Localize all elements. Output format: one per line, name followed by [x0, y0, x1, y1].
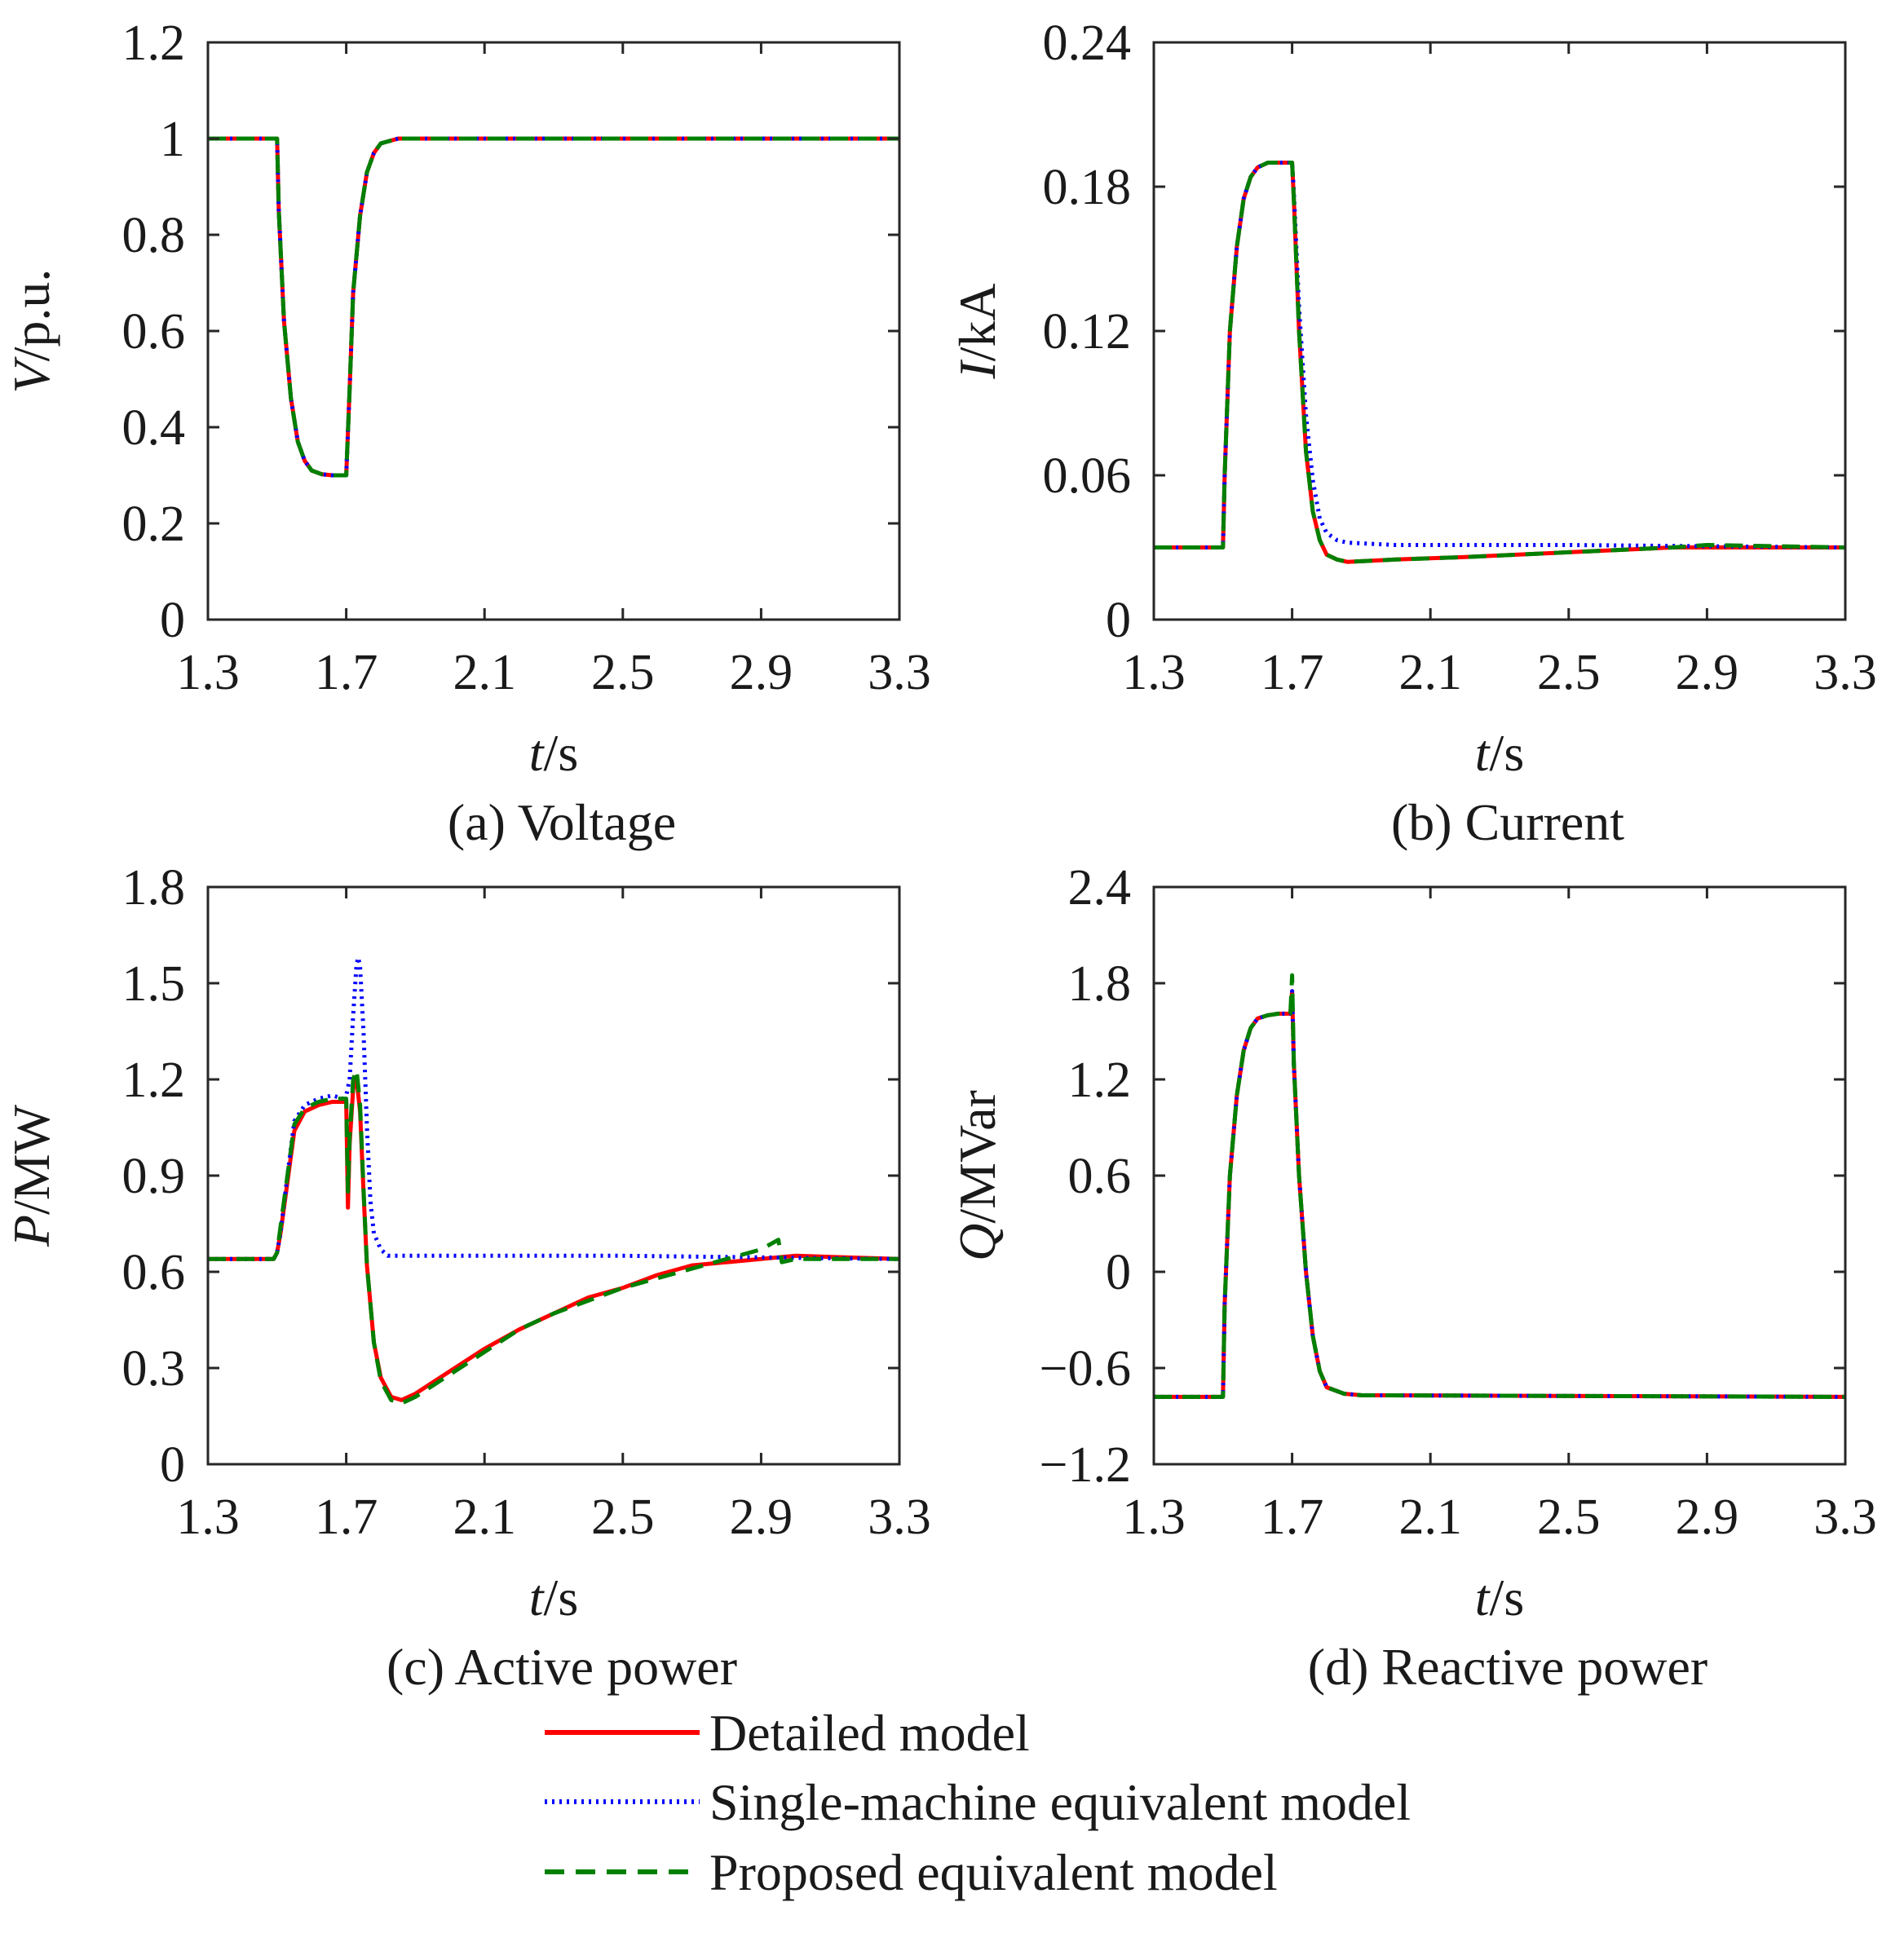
panel-c-xtick-label: 3.3 [868, 1489, 931, 1545]
panel-d-series-single-machine [1154, 989, 1845, 1399]
panel-a-xtick-label: 2.1 [453, 645, 516, 700]
panel-b-ytick-label: 0.24 [1043, 15, 1132, 71]
panel-a-ytick-label: 0.8 [122, 208, 186, 263]
panel-c-xtick-label: 1.3 [176, 1489, 240, 1545]
panel-d-xtick-label: 1.3 [1122, 1489, 1186, 1545]
panel-b-series-proposed [1154, 161, 1845, 564]
panel-b-ylabel: I/kA [948, 283, 1006, 379]
panel-a-xtick-label: 2.9 [730, 645, 793, 700]
panel-c-xtick-label: 1.7 [315, 1489, 378, 1545]
panel-d-xtick-label: 1.7 [1261, 1489, 1324, 1545]
panel-b-ytick-label: 0.12 [1043, 304, 1132, 360]
panel-d: 1.3 1.7 2.1 2.5 2.9 3.3 −1.2 −0.6 0 0.6 1.2 1.8 2.4 t… [948, 860, 1877, 1696]
panel-b-ytick-label: 0 [1106, 593, 1131, 648]
panel-a-ytick-label: 0.4 [122, 400, 186, 456]
panel-a-xtick-label: 1.3 [176, 645, 240, 700]
legend-label-detailed: Detailed model [709, 1704, 1030, 1762]
panel-a: 1.3 1.7 2.1 2.5 2.9 3.3 0 0.2 0.4 0.6 0.8 1 1.2 t/s V/… [2, 15, 931, 851]
panel-d-series-proposed [1154, 973, 1845, 1399]
panel-c-xtick-label: 2.5 [591, 1489, 655, 1545]
panel-a-xlabel: t/s [529, 724, 578, 782]
panel-b-caption: (b) Current [1391, 793, 1624, 851]
panel-d-series-detailed [1154, 989, 1845, 1399]
panel-a-series-single-machine [208, 136, 899, 478]
panel-d-ytick-label: 0 [1106, 1245, 1131, 1300]
panel-c-frame [206, 885, 901, 1466]
panel-c-ytick-label: 0.6 [122, 1245, 186, 1300]
panel-d-ytick-label: 1.2 [1068, 1053, 1132, 1108]
panel-c-ytick-label: 0.3 [122, 1341, 186, 1397]
panel-a-ytick-label: 0.6 [122, 304, 186, 360]
panel-c-ytick-label: 0.9 [122, 1149, 186, 1204]
legend: Detailed model Single-machine equivalent… [545, 1704, 1411, 1901]
panel-b-xtick-label: 2.1 [1398, 645, 1462, 700]
panel-c-series-detailed [208, 1077, 899, 1402]
panel-b: 1.3 1.7 2.1 2.5 2.9 3.3 0 0.06 0.12 0.18 0.24 t/s I/… [948, 15, 1877, 851]
panel-c-ytick-label: 0 [160, 1437, 185, 1493]
panel-b-xtick-label: 3.3 [1813, 645, 1877, 700]
panel-a-series-detailed [208, 136, 899, 478]
legend-label-proposed: Proposed equivalent model [709, 1843, 1278, 1901]
panel-d-caption: (d) Reactive power [1308, 1638, 1707, 1696]
panel-d-ytick-label: 2.4 [1068, 860, 1132, 916]
panel-d-ylabel: Q/MVar [948, 1090, 1006, 1261]
panel-c-ylabel: P/MW [2, 1104, 60, 1247]
panel-d-xtick-label: 2.5 [1537, 1489, 1601, 1545]
panel-a-xtick-label: 3.3 [868, 645, 931, 700]
panel-b-xtick-label: 2.5 [1537, 645, 1601, 700]
panel-c-ytick-label: 1.5 [122, 956, 186, 1012]
panel-c-series-proposed [208, 1067, 899, 1406]
panel-a-ytick-label: 1.2 [122, 15, 186, 71]
legend-label-single-machine: Single-machine equivalent model [709, 1773, 1411, 1831]
panel-b-ytick-label: 0.06 [1043, 448, 1132, 504]
panel-c-ytick-label: 1.2 [122, 1053, 186, 1108]
panel-d-xtick-label: 2.1 [1398, 1489, 1462, 1545]
panel-d-xtick-label: 3.3 [1813, 1489, 1877, 1545]
panel-d-xlabel: t/s [1475, 1569, 1524, 1626]
panel-b-series-single-machine [1154, 161, 1845, 549]
panel-a-series-proposed [208, 136, 899, 478]
panel-d-ytick-label: −0.6 [1040, 1341, 1131, 1397]
panel-d-series [1154, 973, 1845, 1399]
panel-c-series-single-machine [208, 955, 899, 1261]
panel-a-series [208, 136, 899, 478]
panel-a-caption: (a) Voltage [448, 793, 676, 851]
panel-a-ytick-label: 0 [160, 593, 185, 648]
panel-a-ytick-label: 1 [160, 112, 185, 167]
panel-a-xtick-label: 1.7 [315, 645, 378, 700]
panel-c: 1.3 1.7 2.1 2.5 2.9 3.3 0 0.3 0.6 0.9 1.2 1.5 1.8 t/s… [2, 860, 931, 1696]
panel-b-ytick-label: 0.18 [1043, 160, 1132, 215]
panel-d-ytick-label: −1.2 [1040, 1437, 1131, 1493]
panel-b-xtick-label: 1.7 [1261, 645, 1324, 700]
panel-d-ytick-label: 0.6 [1068, 1149, 1132, 1204]
panel-b-xtick-label: 2.9 [1676, 645, 1739, 700]
panel-d-xtick-label: 2.9 [1676, 1489, 1739, 1545]
panel-c-xlabel: t/s [529, 1569, 578, 1626]
panel-b-xlabel: t/s [1475, 724, 1524, 782]
panel-b-series-detailed [1154, 161, 1845, 564]
panel-c-series [208, 955, 899, 1406]
panel-a-frame [206, 41, 901, 621]
panel-c-xtick-label: 2.1 [453, 1489, 516, 1545]
panel-a-ytick-label: 0.2 [122, 496, 186, 552]
panel-c-ytick-label: 1.8 [122, 860, 186, 916]
panel-d-ytick-label: 1.8 [1068, 956, 1132, 1012]
panel-a-xtick-label: 2.5 [591, 645, 655, 700]
panel-d-frame [1152, 885, 1847, 1466]
panel-a-ylabel: V/p.u. [2, 269, 60, 394]
panel-b-xtick-label: 1.3 [1122, 645, 1186, 700]
panel-c-caption: (c) Active power [387, 1638, 737, 1696]
panel-b-series [1154, 161, 1845, 564]
panel-c-xtick-label: 2.9 [730, 1489, 793, 1545]
panel-b-frame [1152, 41, 1847, 621]
